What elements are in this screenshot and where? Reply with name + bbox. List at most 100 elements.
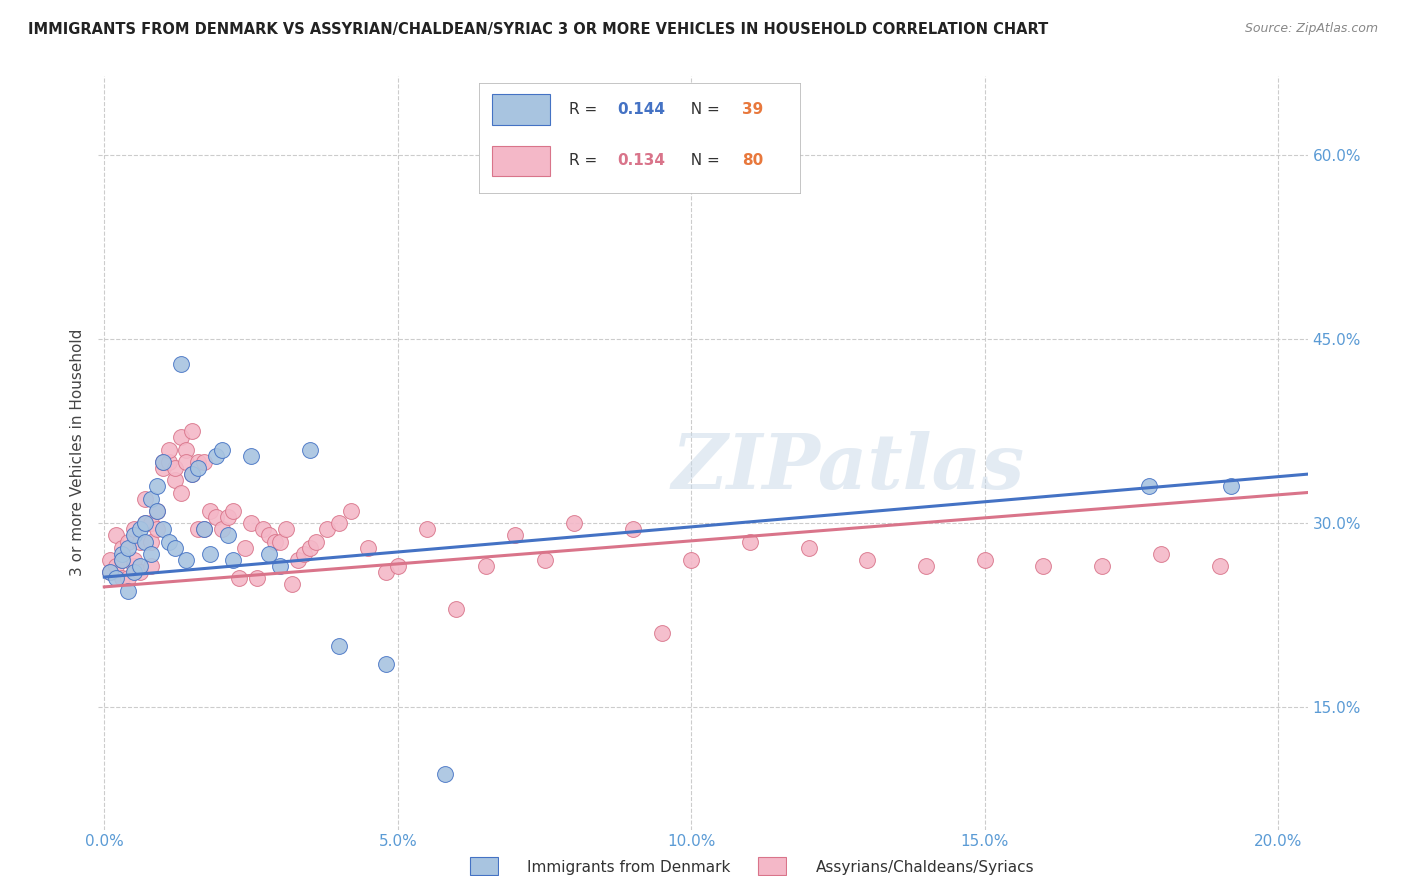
Point: [146, 522, 169, 536]
Point: [128, 534, 150, 549]
Point: [416, 522, 439, 536]
Point: [316, 522, 339, 536]
Point: [973, 553, 995, 567]
Point: [198, 504, 221, 518]
Point: [141, 559, 163, 574]
Point: [163, 461, 186, 475]
Point: [152, 455, 174, 469]
Point: [181, 467, 204, 482]
Point: [134, 516, 156, 531]
Point: [681, 553, 703, 567]
Point: [503, 528, 526, 542]
Point: [257, 528, 280, 542]
Point: [122, 522, 145, 536]
Point: [117, 571, 139, 585]
Point: [856, 553, 879, 567]
Point: [1150, 547, 1173, 561]
Point: [328, 516, 350, 531]
Point: [198, 547, 221, 561]
Point: [257, 547, 280, 561]
Point: [915, 559, 938, 574]
Point: [122, 559, 145, 574]
Point: [211, 522, 233, 536]
Point: [1208, 559, 1230, 574]
Point: [157, 442, 180, 457]
Point: [246, 571, 269, 585]
Point: [128, 565, 150, 579]
Point: [233, 541, 256, 555]
Point: [117, 583, 139, 598]
Point: [357, 541, 380, 555]
Point: [187, 461, 209, 475]
Point: [204, 510, 226, 524]
Point: [176, 455, 198, 469]
Point: [98, 565, 121, 579]
Point: [181, 424, 204, 438]
Point: [152, 455, 174, 469]
Point: [738, 534, 761, 549]
Point: [122, 528, 145, 542]
Point: [187, 455, 209, 469]
Point: [134, 516, 156, 531]
Point: [141, 516, 163, 531]
Point: [475, 559, 498, 574]
Point: [340, 504, 363, 518]
Point: [651, 626, 673, 640]
Point: [122, 565, 145, 579]
Point: [1220, 479, 1243, 493]
Text: Source: ZipAtlas.com: Source: ZipAtlas.com: [1244, 22, 1378, 36]
Point: [263, 534, 285, 549]
Point: [281, 577, 304, 591]
Text: ZIPatlas: ZIPatlas: [672, 431, 1025, 505]
Point: [621, 522, 644, 536]
Point: [375, 657, 398, 672]
Point: [433, 767, 456, 781]
Point: [181, 467, 204, 482]
Point: [157, 455, 180, 469]
Point: [98, 565, 121, 579]
Point: [211, 442, 233, 457]
Point: [240, 449, 263, 463]
Point: [111, 571, 134, 585]
Point: [193, 455, 215, 469]
Point: [193, 522, 215, 536]
Point: [252, 522, 274, 536]
Point: [141, 547, 163, 561]
Text: Immigrants from Denmark: Immigrants from Denmark: [527, 860, 731, 874]
Text: Assyrians/Chaldeans/Syriacs: Assyrians/Chaldeans/Syriacs: [815, 860, 1033, 874]
Point: [146, 479, 169, 493]
Point: [204, 449, 226, 463]
Point: [117, 541, 139, 555]
Point: [111, 553, 134, 567]
Point: [111, 541, 134, 555]
Point: [169, 430, 191, 444]
Point: [304, 534, 326, 549]
Point: [141, 534, 163, 549]
Point: [228, 571, 250, 585]
Point: [222, 553, 245, 567]
Point: [193, 522, 215, 536]
Point: [134, 491, 156, 506]
Point: [176, 442, 198, 457]
Point: [222, 504, 245, 518]
Point: [446, 602, 468, 616]
Point: [134, 534, 156, 549]
Point: [562, 516, 585, 531]
Point: [187, 522, 209, 536]
Point: [328, 639, 350, 653]
Point: [269, 559, 291, 574]
Point: [98, 553, 121, 567]
Point: [163, 541, 186, 555]
Point: [163, 473, 186, 487]
Point: [152, 461, 174, 475]
Point: [298, 442, 321, 457]
Point: [797, 541, 820, 555]
Point: [292, 547, 315, 561]
Point: [122, 553, 145, 567]
Point: [128, 559, 150, 574]
Point: [111, 547, 134, 561]
Point: [240, 516, 263, 531]
Point: [105, 528, 128, 542]
Point: [387, 559, 409, 574]
Point: [105, 571, 128, 585]
